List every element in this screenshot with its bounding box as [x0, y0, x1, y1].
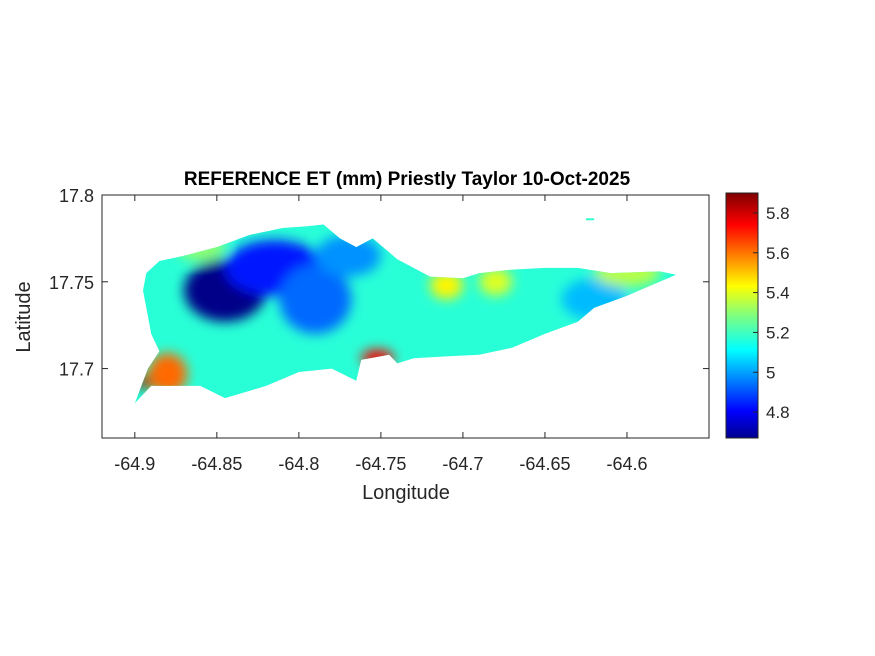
field-feature: [430, 271, 463, 300]
field-feature: [279, 264, 352, 334]
colorbar-tick-label: 5: [766, 363, 775, 382]
field-feature: [315, 235, 381, 277]
y-tick-label: 17.75: [49, 273, 94, 293]
y-tick-label: 17.8: [59, 186, 94, 206]
y-tick-label: 17.7: [59, 360, 94, 380]
x-tick-label: -64.9: [114, 454, 155, 474]
colorbar-tick-label: 5.2: [766, 323, 790, 342]
field-feature: [147, 353, 188, 395]
x-tick-label: -64.6: [606, 454, 647, 474]
y-axis-label: Latitude: [13, 281, 35, 352]
colorbar-tick-label: 5.6: [766, 244, 790, 263]
y-axis: 17.7 17.75 17.8: [49, 186, 709, 380]
x-axis-label: Longitude: [362, 482, 450, 504]
colorbar: 4.8 5 5.2 5.4 5.6 5.8: [725, 192, 790, 439]
x-tick-label: -64.7: [442, 454, 483, 474]
x-tick-label: -64.8: [278, 454, 319, 474]
heatmap-field: [102, 195, 709, 438]
x-tick-label: -64.85: [191, 454, 242, 474]
colorbar-gradient: [725, 192, 759, 439]
plot-frame: [101, 194, 710, 439]
x-axis: -64.9 -64.85 -64.8 -64.75 -64.7 -64.65 -64.6: [114, 195, 647, 474]
x-tick-label: -64.65: [519, 454, 570, 474]
colorbar-ticks: 4.8 5 5.2 5.4 5.6 5.8: [753, 204, 790, 422]
colorbar-tick-label: 5.4: [766, 284, 790, 303]
x-tick-label: -64.75: [355, 454, 406, 474]
field-feature: [479, 267, 513, 296]
colorbar-tick-label: 4.8: [766, 403, 790, 422]
chart-title: REFERENCE ET (mm) Priestly Taylor 10-Oct…: [184, 169, 631, 190]
colorbar-tick-label: 5.8: [766, 204, 790, 223]
